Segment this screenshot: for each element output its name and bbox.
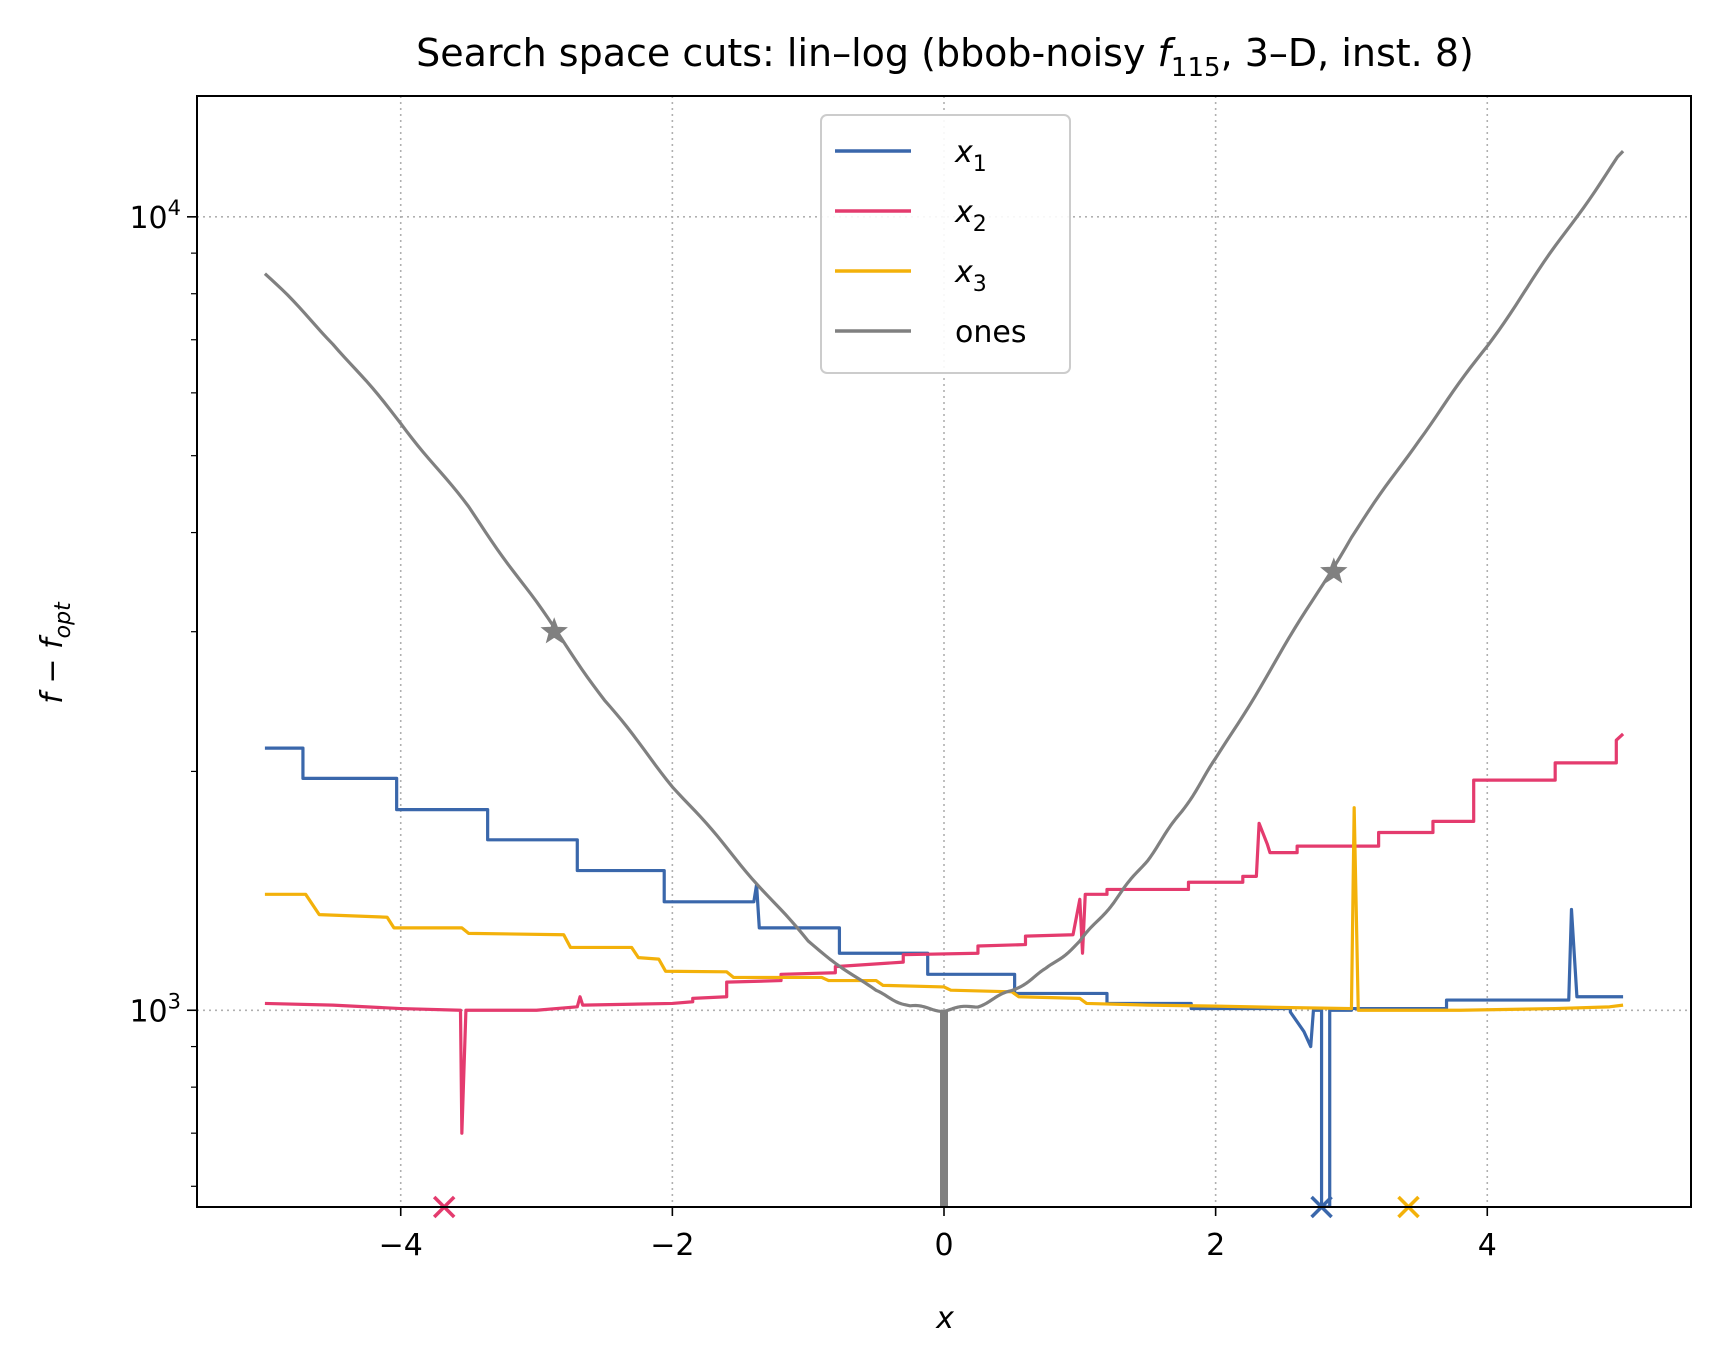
x-tick-label: 2 xyxy=(1206,1228,1225,1263)
x-axis: −4 −2 0 2 4 xyxy=(379,1207,1497,1263)
star-marker xyxy=(1320,557,1348,584)
series-line-x2 xyxy=(264,732,1625,1135)
legend-label: x1 xyxy=(954,135,987,177)
legend-label: ones xyxy=(955,315,1026,350)
y-tick-label: 103 xyxy=(129,989,181,1029)
legend-label: x2 xyxy=(954,195,987,237)
series-line-ones xyxy=(263,150,1625,1014)
y-tick-label: 104 xyxy=(129,196,181,236)
x-tick-label: 4 xyxy=(1478,1228,1497,1263)
legend-label: x3 xyxy=(954,255,987,297)
chart-title: Search space cuts: lin–log (bbob-noisy f… xyxy=(416,31,1474,83)
x-tick-label: 0 xyxy=(934,1228,953,1263)
legend: x1 x2 x3 ones xyxy=(820,114,1071,374)
series-line-x3 xyxy=(264,806,1624,1012)
x-tick-label: −2 xyxy=(650,1228,694,1263)
x-axis-label: x xyxy=(935,1301,954,1336)
series-layer xyxy=(263,150,1625,1207)
x-tick-label: −4 xyxy=(379,1228,423,1263)
y-axis: 103 104 xyxy=(129,196,197,1187)
y-axis-label: f − fopt xyxy=(35,601,76,704)
series-line-x1 xyxy=(264,746,1624,1207)
legend-box xyxy=(820,114,1071,374)
star-marker xyxy=(540,617,568,644)
